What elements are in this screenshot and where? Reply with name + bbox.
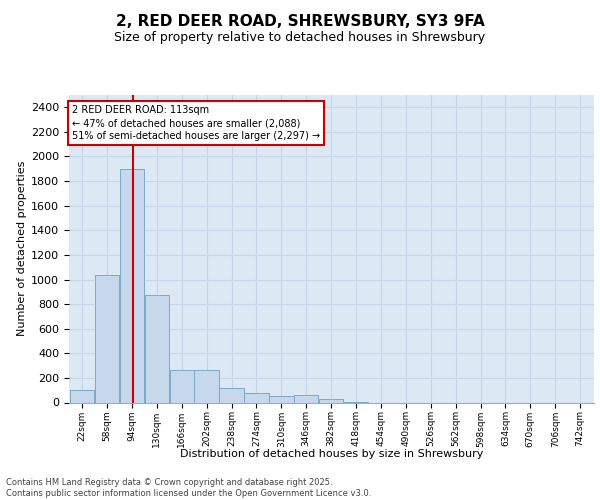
Bar xyxy=(244,393,269,402)
Bar xyxy=(170,370,194,402)
Text: 2, RED DEER ROAD, SHREWSBURY, SY3 9FA: 2, RED DEER ROAD, SHREWSBURY, SY3 9FA xyxy=(116,14,484,29)
Bar xyxy=(269,396,293,402)
Bar xyxy=(294,396,319,402)
Bar xyxy=(95,274,119,402)
Bar xyxy=(145,296,169,403)
Bar xyxy=(70,390,94,402)
Y-axis label: Number of detached properties: Number of detached properties xyxy=(17,161,27,336)
Bar xyxy=(319,399,343,402)
Text: Size of property relative to detached houses in Shrewsbury: Size of property relative to detached ho… xyxy=(115,31,485,44)
Bar xyxy=(220,388,244,402)
Text: Contains HM Land Registry data © Crown copyright and database right 2025.
Contai: Contains HM Land Registry data © Crown c… xyxy=(6,478,371,498)
X-axis label: Distribution of detached houses by size in Shrewsbury: Distribution of detached houses by size … xyxy=(180,450,483,460)
Text: 2 RED DEER ROAD: 113sqm
← 47% of detached houses are smaller (2,088)
51% of semi: 2 RED DEER ROAD: 113sqm ← 47% of detache… xyxy=(72,105,320,141)
Bar xyxy=(194,370,219,402)
Bar xyxy=(120,169,144,402)
